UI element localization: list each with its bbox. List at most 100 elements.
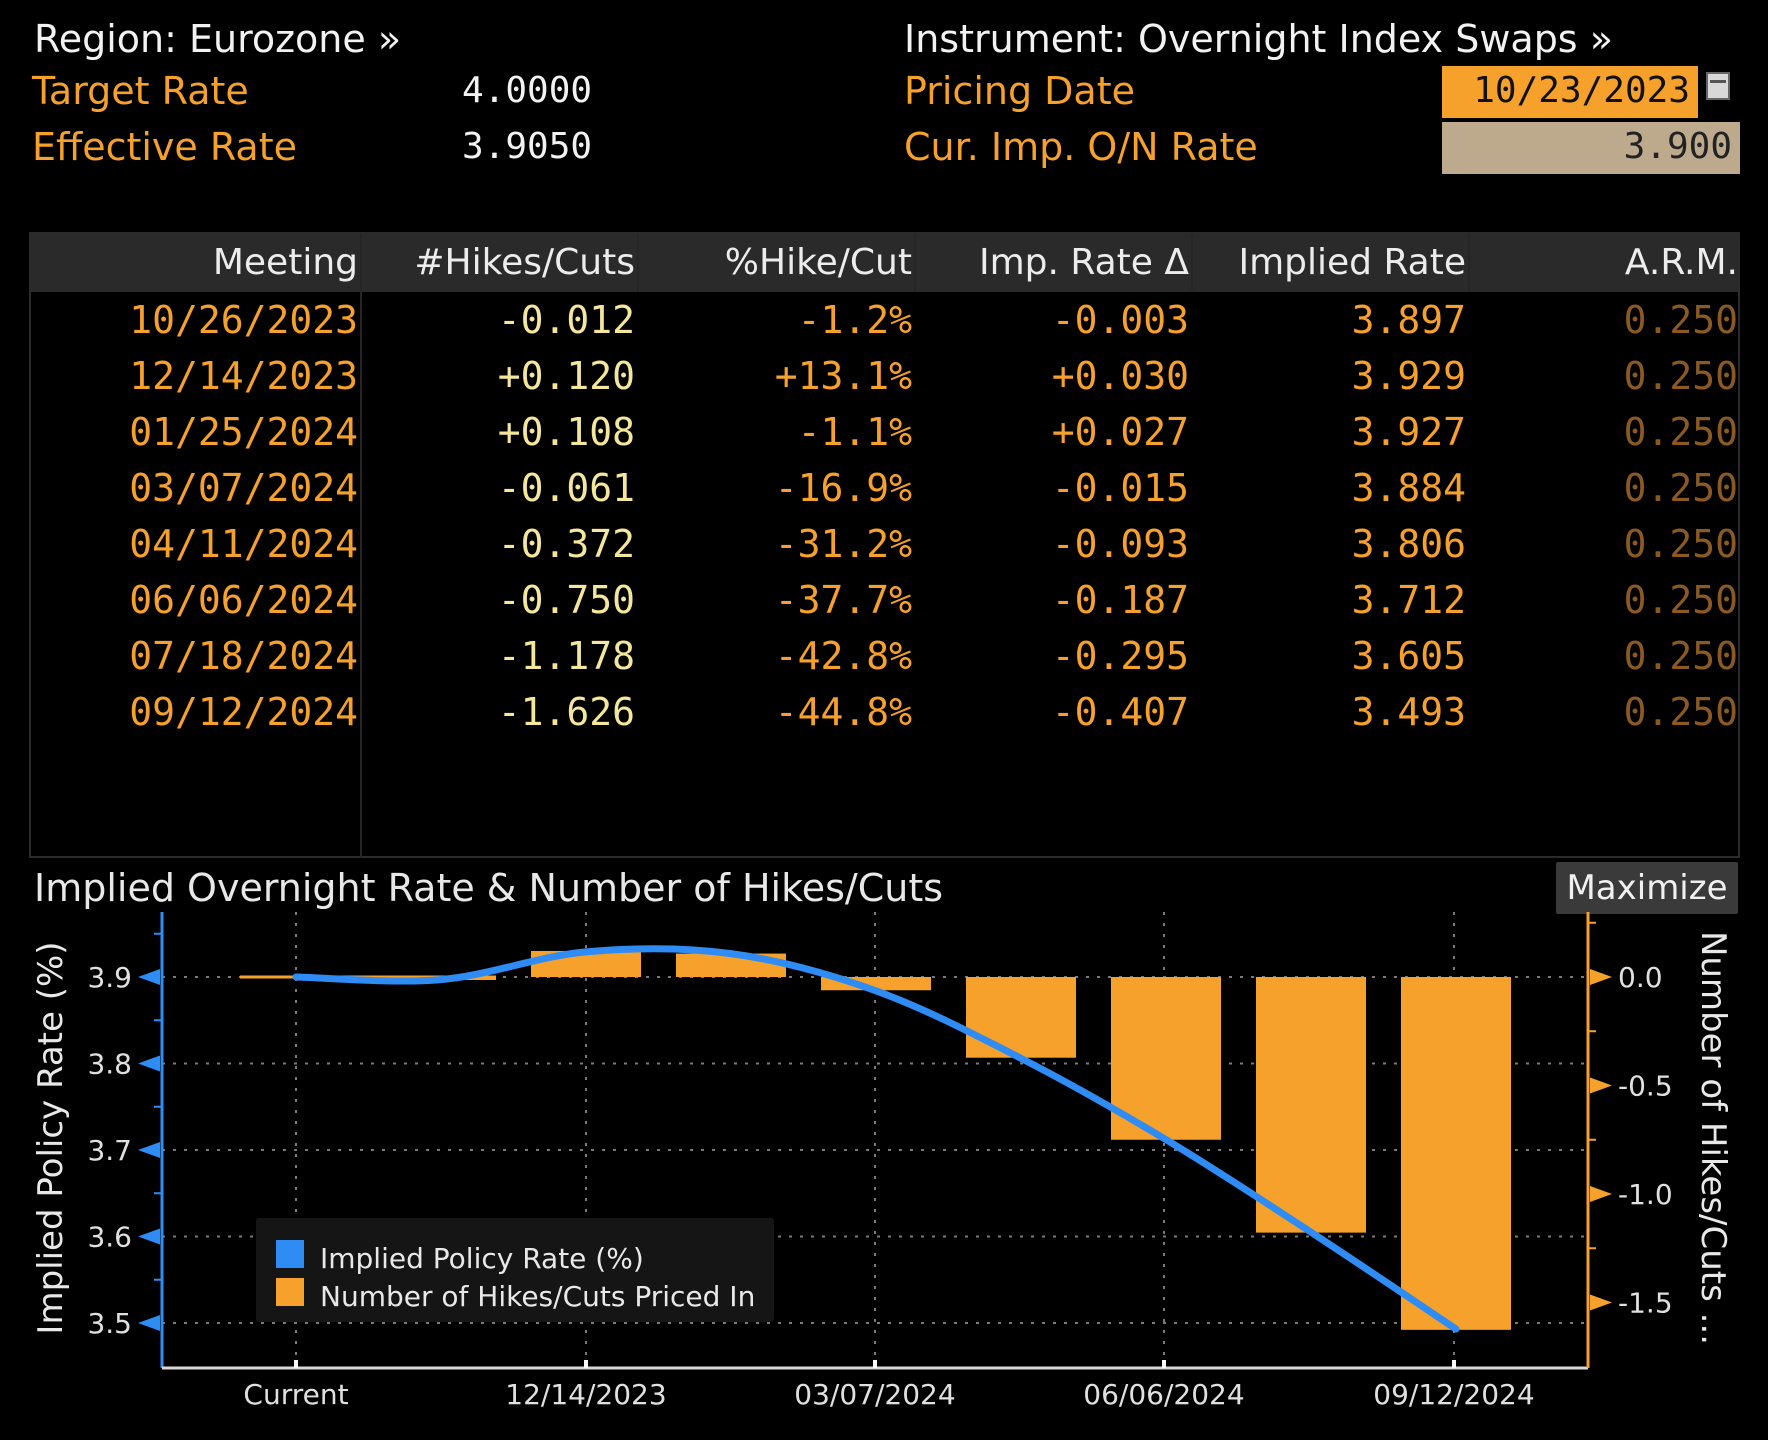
table-cell-implied: 3.929	[1351, 354, 1466, 398]
y-tick-right	[1590, 1294, 1612, 1311]
table-cell-pct: -31.2%	[774, 522, 912, 566]
y-axis-label-right: Number of Hikes/Cuts ...	[1693, 931, 1733, 1345]
calendar-icon[interactable]	[1706, 72, 1730, 100]
table-cell-meeting[interactable]: 10/26/2023	[129, 298, 358, 342]
region-selector[interactable]: Region: Eurozone »	[34, 17, 402, 61]
bar	[1256, 977, 1366, 1233]
table-cell-delta: +0.027	[1051, 410, 1189, 454]
table-cell-delta: -0.407	[1051, 690, 1189, 734]
y-tick-label-right: 0.0	[1618, 961, 1663, 994]
x-tick-label: Current	[243, 1378, 348, 1411]
y-tick-right	[1590, 969, 1612, 985]
table-cell-arm: 0.250	[1623, 298, 1738, 342]
table-cell-delta: -0.187	[1051, 578, 1189, 622]
table-cell-implied: 3.493	[1351, 690, 1466, 734]
table-cell-pct: -1.2%	[797, 298, 912, 342]
y-tick-label-left: 3.7	[87, 1134, 132, 1167]
table-cell-implied: 3.897	[1351, 298, 1466, 342]
y-tick-left	[138, 1228, 160, 1245]
table-cell-hikes: -0.372	[497, 522, 635, 566]
bar	[966, 977, 1076, 1058]
table-cell-hikes: +0.108	[497, 410, 635, 454]
x-tick-label: 09/12/2024	[1373, 1378, 1534, 1411]
table-cell-pct: -42.8%	[774, 634, 912, 678]
table-cell-meeting[interactable]: 03/07/2024	[129, 466, 358, 510]
table-cell-arm: 0.250	[1623, 410, 1738, 454]
table-cell-delta: -0.015	[1051, 466, 1189, 510]
table-cell-implied: 3.806	[1351, 522, 1466, 566]
table-cell-meeting[interactable]: 07/18/2024	[129, 634, 358, 678]
meetings-table: Meeting #Hikes/Cuts %Hike/Cut Imp. Rate …	[29, 232, 1740, 858]
table-cell-meeting[interactable]: 09/12/2024	[129, 690, 358, 734]
legend-label-rate: Implied Policy Rate (%)	[320, 1242, 644, 1275]
chart-grid	[162, 912, 1588, 1368]
table-cell-hikes: -0.012	[497, 298, 635, 342]
table-cell-arm: 0.250	[1623, 354, 1738, 398]
y-tick-right	[1590, 1186, 1612, 1202]
bar	[1111, 977, 1221, 1140]
col-header-implied-rate[interactable]: Implied Rate	[1238, 242, 1466, 283]
legend-swatch-hikes	[276, 1278, 304, 1306]
legend-label-hikes: Number of Hikes/Cuts Priced In	[320, 1280, 755, 1313]
table-cell-implied: 3.927	[1351, 410, 1466, 454]
chart-title: Implied Overnight Rate & Number of Hikes…	[34, 866, 944, 910]
implied-rate-line	[292, 945, 1460, 1333]
x-tick-label: 06/06/2024	[1083, 1378, 1244, 1411]
table-cell-delta: -0.295	[1051, 634, 1189, 678]
column-divider	[1468, 234, 1470, 292]
table-cell-arm: 0.250	[1623, 578, 1738, 622]
instrument-selector[interactable]: Instrument: Overnight Index Swaps »	[904, 17, 1613, 61]
effective-rate-label: Effective Rate	[32, 125, 297, 169]
y-tick-label-right: -1.0	[1618, 1178, 1673, 1211]
table-cell-pct: -1.1%	[797, 410, 912, 454]
effective-rate-value: 3.9050	[462, 126, 593, 167]
col-header-arm[interactable]: A.R.M.	[1624, 242, 1738, 283]
bar	[386, 977, 496, 980]
table-cell-hikes: -0.750	[497, 578, 635, 622]
table-header	[31, 234, 1738, 292]
y-tick-right	[1590, 1077, 1612, 1094]
target-rate-value: 4.0000	[462, 70, 593, 111]
y-tick-label-right: -1.5	[1618, 1287, 1673, 1320]
maximize-button[interactable]: Maximize	[1556, 862, 1738, 914]
y-axis-label-left: Implied Policy Rate (%)	[31, 941, 71, 1334]
table-cell-arm: 0.250	[1623, 522, 1738, 566]
table-cell-hikes: -1.626	[497, 690, 635, 734]
table-cell-hikes: -0.061	[497, 466, 635, 510]
table-cell-meeting[interactable]: 04/11/2024	[129, 522, 358, 566]
hikes-cuts-bars	[240, 950, 1511, 1330]
pricing-date-label: Pricing Date	[904, 69, 1135, 113]
target-rate-label: Target Rate	[32, 69, 249, 113]
y-tick-label-left: 3.8	[87, 1048, 132, 1081]
col-header-meeting[interactable]: Meeting	[212, 242, 358, 283]
cur-imp-rate-input[interactable]: 3.900	[1442, 122, 1740, 174]
cur-imp-rate-label: Cur. Imp. O/N Rate	[904, 125, 1258, 169]
chart-legend: Implied Policy Rate (%) Number of Hikes/…	[256, 1218, 774, 1322]
chart-axes	[160, 912, 1590, 1370]
table-cell-delta: +0.030	[1051, 354, 1189, 398]
col-header-pct-hike-cut[interactable]: %Hike/Cut	[724, 242, 912, 283]
table-cell-implied: 3.605	[1351, 634, 1466, 678]
y-tick-label-left: 3.9	[87, 961, 132, 994]
table-cell-pct: +13.1%	[774, 354, 912, 398]
y-tick-label-right: -0.5	[1618, 1070, 1673, 1103]
bar	[531, 950, 641, 977]
column-divider	[914, 234, 916, 292]
col-header-hikes-cuts[interactable]: #Hikes/Cuts	[414, 242, 635, 283]
bar	[1401, 977, 1511, 1330]
table-cell-meeting[interactable]: 12/14/2023	[129, 354, 358, 398]
y-tick-left	[138, 1315, 160, 1331]
column-divider	[360, 234, 362, 858]
x-tick-label: 03/07/2024	[794, 1378, 955, 1411]
y-tick-label-left: 3.5	[87, 1307, 132, 1340]
col-header-imp-rate-delta[interactable]: Imp. Rate Δ	[978, 242, 1189, 283]
y-tick-left	[138, 969, 160, 985]
table-cell-implied: 3.712	[1351, 578, 1466, 622]
table-cell-meeting[interactable]: 01/25/2024	[129, 410, 358, 454]
pricing-date-input[interactable]: 10/23/2023	[1442, 66, 1698, 118]
column-divider	[637, 234, 639, 292]
bar	[821, 977, 931, 991]
table-cell-meeting[interactable]: 06/06/2024	[129, 578, 358, 622]
x-tick-label: 12/14/2023	[505, 1378, 666, 1411]
table-cell-implied: 3.884	[1351, 466, 1466, 510]
